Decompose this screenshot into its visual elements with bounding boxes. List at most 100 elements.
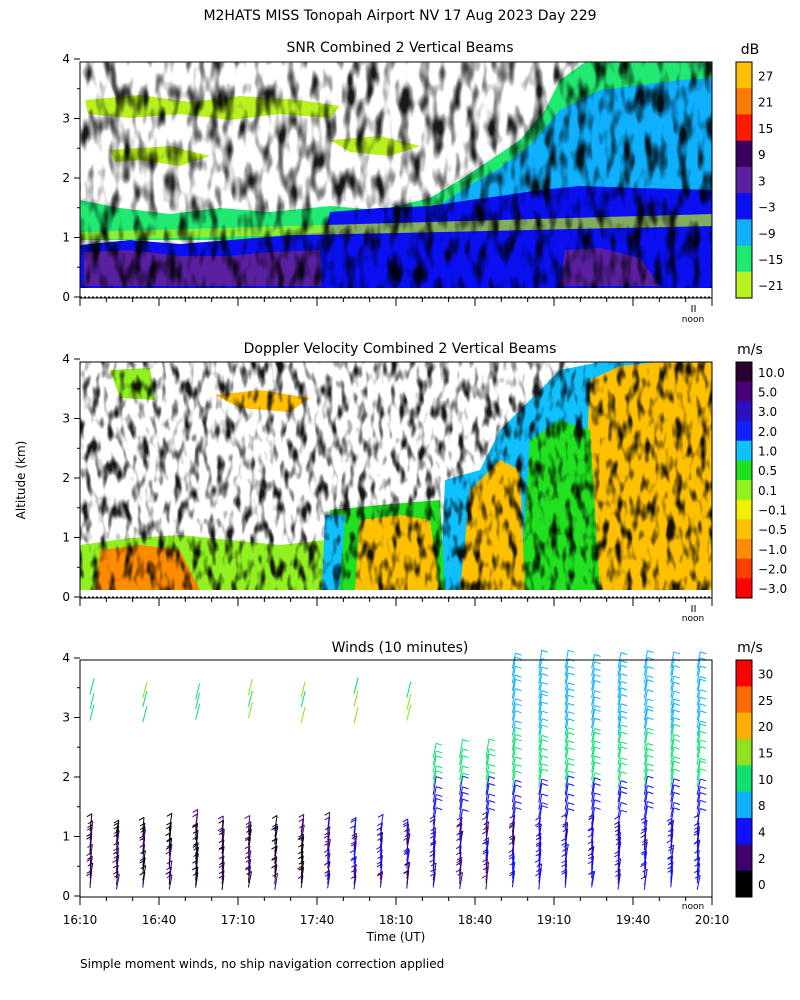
wind-barb <box>643 666 648 684</box>
colorbar-tick-label: 21 <box>758 96 773 110</box>
wind-barb-flag <box>488 738 496 742</box>
wind-barb-flag <box>700 720 707 724</box>
wind-barb <box>459 824 463 838</box>
colorbar-tick-label: −0.5 <box>758 523 787 537</box>
wind-barb-flag <box>568 747 575 751</box>
wind-barb-flag <box>647 768 654 772</box>
wind-barb-flag <box>515 738 522 742</box>
wind-barb <box>168 822 172 837</box>
wind-barb <box>300 690 306 708</box>
wind-barb-flag <box>488 793 496 797</box>
wind-barb <box>511 821 516 835</box>
wind-barb <box>538 783 543 803</box>
wind-barb <box>168 874 173 890</box>
wind-barb <box>670 682 675 699</box>
wind-barb <box>538 763 543 781</box>
wind-barb-flag <box>462 739 469 742</box>
wind-barb <box>617 687 622 706</box>
wind-barb <box>142 844 146 860</box>
wind-barb <box>221 815 224 831</box>
wind-barb <box>300 814 305 833</box>
wind-barb <box>459 799 464 818</box>
wind-barb <box>274 845 278 859</box>
wind-barb <box>696 703 701 721</box>
colorbar-swatch <box>736 818 752 845</box>
wind-barb-flag <box>488 783 496 786</box>
wind-barb <box>564 822 569 838</box>
wind-barb <box>511 652 516 669</box>
wind-barb <box>643 748 648 766</box>
colorbar-swatch <box>736 480 752 501</box>
wind-barb-flag <box>541 724 548 728</box>
wind-barb-flag <box>666 817 673 822</box>
wind-barb <box>591 732 596 751</box>
wind-barb <box>432 831 437 846</box>
wind-barb <box>538 658 543 676</box>
y-tick-label: 3 <box>62 112 70 126</box>
wind-barb <box>538 868 542 883</box>
wind-barb <box>353 819 357 833</box>
wind-barb <box>538 836 542 850</box>
wind-barb-flag <box>138 816 145 821</box>
wind-barb <box>459 792 464 810</box>
wind-barb <box>274 873 279 890</box>
wind-barb <box>406 861 410 876</box>
wind-barb <box>432 750 437 766</box>
colorbar-unit: m/s <box>737 342 763 358</box>
wind-barb <box>511 720 516 736</box>
wind-barb-flag <box>541 763 548 767</box>
wind-barb <box>670 792 675 810</box>
y-tick-label: 4 <box>62 52 70 66</box>
wind-barb <box>327 839 331 855</box>
wind-barb-flag <box>350 855 357 860</box>
wind-barb <box>511 738 516 758</box>
wind-barb <box>643 728 648 743</box>
wind-barb <box>459 845 462 862</box>
wind-barb <box>591 871 594 885</box>
winds-y-axis: 0 1 2 3 4 <box>62 651 80 903</box>
wind-barb <box>195 842 199 856</box>
wind-barb <box>696 720 701 736</box>
x-tick-label: 18:10 <box>379 913 414 927</box>
wind-barb <box>591 690 596 706</box>
wind-barb <box>696 657 701 676</box>
wind-barb-flag <box>244 815 250 819</box>
wind-barb <box>643 698 648 714</box>
wind-barb-flag <box>620 801 628 805</box>
wind-barb <box>591 827 594 846</box>
wind-barb <box>538 768 543 788</box>
wind-barb-flag <box>488 807 496 811</box>
wind-barb-flag <box>298 813 305 818</box>
wind-barb <box>617 791 622 810</box>
wind-barb <box>459 872 464 889</box>
wind-barb <box>564 658 569 676</box>
x-tick-label: 17:10 <box>221 913 256 927</box>
wind-barb-flag <box>700 696 707 700</box>
wind-barb-flag <box>594 708 601 712</box>
wind-barb-flag <box>620 703 628 707</box>
wind-barb <box>247 824 252 842</box>
wind-barb <box>591 661 596 676</box>
wind-barb <box>670 756 675 773</box>
wind-barb-flag <box>568 770 575 774</box>
wind-barb <box>538 724 543 743</box>
wind-barb <box>353 833 358 847</box>
wind-barb-flag <box>647 805 654 809</box>
wind-barb <box>670 717 675 736</box>
colorbar-tick-label: 10.0 <box>758 366 785 380</box>
wind-barb <box>459 739 464 758</box>
wind-barb-flag <box>594 731 601 735</box>
wind-barb <box>274 823 278 837</box>
wind-barb <box>511 801 516 818</box>
colorbar-swatch <box>736 712 752 740</box>
wind-barb <box>564 740 569 758</box>
wind-barb-flag <box>272 845 278 850</box>
wind-barb <box>115 864 119 879</box>
wind-barb <box>511 770 516 788</box>
wind-barb <box>591 777 596 795</box>
wind-barb <box>142 857 146 871</box>
doppler-panel: Doppler Velocity Combined 2 Vertical Bea… <box>62 341 787 624</box>
wind-barb <box>538 748 543 766</box>
wind-barb <box>459 830 464 848</box>
